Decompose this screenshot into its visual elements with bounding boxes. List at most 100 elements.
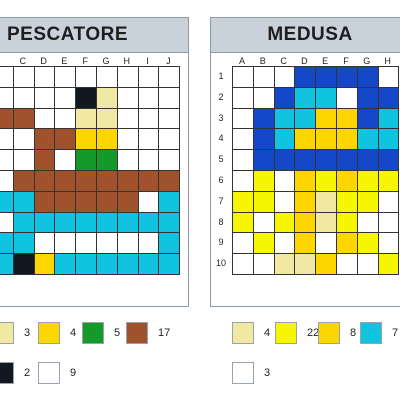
medusa-cell[interactable] [316, 129, 337, 151]
medusa-cell[interactable] [295, 67, 317, 88]
medusa-cell[interactable] [274, 108, 296, 130]
pescatore-cell[interactable] [0, 191, 14, 213]
pescatore-cell[interactable] [76, 170, 97, 192]
medusa-cell[interactable] [316, 67, 337, 88]
pescatore-cell[interactable] [13, 254, 35, 275]
pescatore-cell[interactable] [138, 254, 160, 275]
pescatore-cell[interactable] [76, 108, 97, 130]
pescatore-cell[interactable] [0, 67, 14, 88]
medusa-cell[interactable] [357, 129, 379, 151]
medusa-cell[interactable] [357, 170, 379, 192]
pescatore-cell[interactable] [117, 233, 139, 255]
pescatore-cell[interactable] [34, 254, 56, 275]
medusa-cell[interactable] [336, 108, 358, 130]
pescatore-cell[interactable] [13, 67, 35, 88]
medusa-cell[interactable] [378, 108, 400, 130]
medusa-cell[interactable] [378, 233, 400, 255]
medusa-cell[interactable] [336, 87, 358, 109]
medusa-cell[interactable] [253, 233, 275, 255]
medusa-cell[interactable] [253, 87, 275, 109]
pescatore-cell[interactable] [96, 108, 118, 130]
pescatore-cell[interactable] [96, 150, 118, 171]
medusa-cell[interactable] [357, 233, 379, 255]
pescatore-cell[interactable] [13, 212, 35, 234]
medusa-cell[interactable] [357, 108, 379, 130]
pescatore-cell[interactable] [138, 233, 160, 255]
pescatore-cell[interactable] [76, 67, 97, 88]
pescatore-cell[interactable] [55, 129, 77, 151]
medusa-cell[interactable] [295, 170, 317, 192]
medusa-cell[interactable] [274, 191, 296, 213]
medusa-cell[interactable] [336, 170, 358, 192]
medusa-cell[interactable] [233, 129, 254, 151]
medusa-cell[interactable] [357, 254, 379, 275]
medusa-cell[interactable] [233, 170, 254, 192]
medusa-cell[interactable] [253, 150, 275, 171]
pescatore-cell[interactable] [76, 87, 97, 109]
pescatore-cell[interactable] [34, 150, 56, 171]
medusa-cell[interactable] [253, 108, 275, 130]
medusa-cell[interactable] [336, 129, 358, 151]
medusa-cell[interactable] [316, 254, 337, 275]
pescatore-cell[interactable] [159, 129, 181, 151]
pescatore-cell[interactable] [138, 150, 160, 171]
medusa-cell[interactable] [357, 212, 379, 234]
pescatore-cell[interactable] [55, 212, 77, 234]
pescatore-cell[interactable] [13, 191, 35, 213]
pescatore-cell[interactable] [13, 108, 35, 130]
medusa-cell[interactable] [336, 150, 358, 171]
pescatore-cell[interactable] [159, 170, 181, 192]
pescatore-cell[interactable] [159, 233, 181, 255]
pescatore-cell[interactable] [138, 191, 160, 213]
medusa-cell[interactable] [233, 108, 254, 130]
pescatore-cell[interactable] [96, 67, 118, 88]
pescatore-cell[interactable] [117, 191, 139, 213]
pescatore-cell[interactable] [0, 108, 14, 130]
pescatore-cell[interactable] [159, 67, 181, 88]
pescatore-cell[interactable] [34, 233, 56, 255]
pescatore-cell[interactable] [138, 87, 160, 109]
medusa-cell[interactable] [295, 150, 317, 171]
medusa-cell[interactable] [378, 254, 400, 275]
pescatore-cell[interactable] [117, 87, 139, 109]
medusa-cell[interactable] [336, 212, 358, 234]
medusa-cell[interactable] [253, 212, 275, 234]
medusa-cell[interactable] [295, 87, 317, 109]
pescatore-cell[interactable] [76, 129, 97, 151]
pescatore-cell[interactable] [96, 87, 118, 109]
pescatore-cell[interactable] [55, 170, 77, 192]
pescatore-cell[interactable] [55, 254, 77, 275]
pescatore-cell[interactable] [34, 108, 56, 130]
pescatore-cell[interactable] [34, 191, 56, 213]
pescatore-cell[interactable] [138, 108, 160, 130]
medusa-cell[interactable] [253, 191, 275, 213]
medusa-cell[interactable] [357, 67, 379, 88]
pescatore-cell[interactable] [34, 67, 56, 88]
medusa-cell[interactable] [253, 129, 275, 151]
medusa-cell[interactable] [295, 233, 317, 255]
medusa-cell[interactable] [378, 170, 400, 192]
pescatore-cell[interactable] [76, 212, 97, 234]
medusa-cell[interactable] [233, 150, 254, 171]
pescatore-cell[interactable] [117, 170, 139, 192]
medusa-cell[interactable] [295, 191, 317, 213]
pescatore-cell[interactable] [159, 254, 181, 275]
pescatore-cell[interactable] [13, 170, 35, 192]
medusa-cell[interactable] [316, 170, 337, 192]
pescatore-cell[interactable] [96, 191, 118, 213]
pescatore-cell[interactable] [138, 129, 160, 151]
pescatore-cell[interactable] [96, 254, 118, 275]
medusa-cell[interactable] [316, 233, 337, 255]
pescatore-cell[interactable] [13, 233, 35, 255]
pescatore-cell[interactable] [0, 129, 14, 151]
medusa-cell[interactable] [274, 170, 296, 192]
pescatore-cell[interactable] [138, 67, 160, 88]
pescatore-cell[interactable] [34, 212, 56, 234]
pescatore-cell[interactable] [159, 87, 181, 109]
medusa-cell[interactable] [336, 233, 358, 255]
medusa-cell[interactable] [357, 150, 379, 171]
medusa-cell[interactable] [274, 212, 296, 234]
medusa-cell[interactable] [233, 87, 254, 109]
pescatore-cell[interactable] [76, 150, 97, 171]
pescatore-cell[interactable] [0, 254, 14, 275]
